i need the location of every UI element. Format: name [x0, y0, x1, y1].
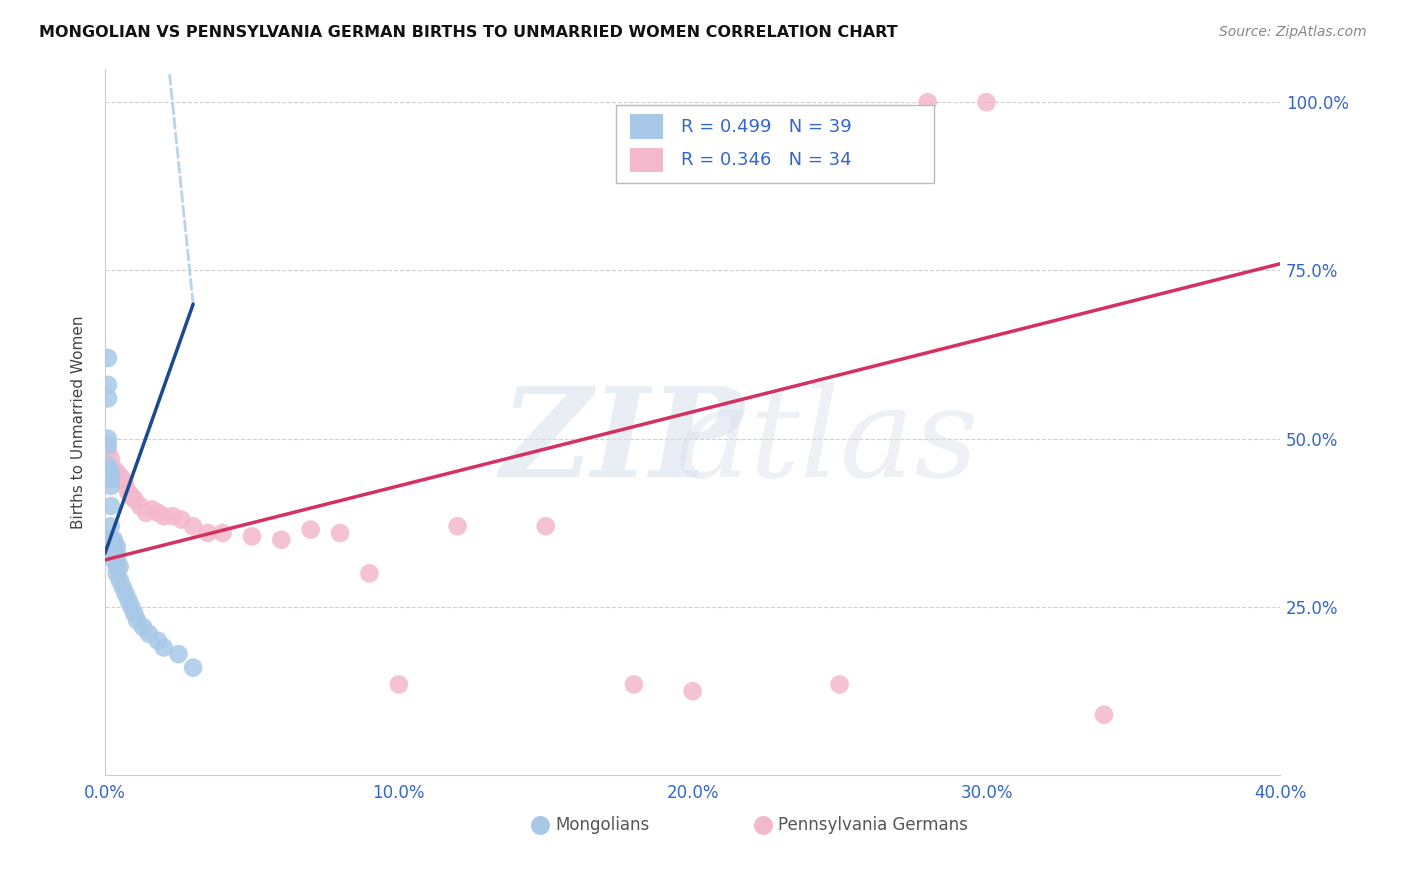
Point	[146, 506, 169, 520]
Text: MONGOLIAN VS PENNSYLVANIA GERMAN BIRTHS TO UNMARRIED WOMEN CORRELATION CHART: MONGOLIAN VS PENNSYLVANIA GERMAN BIRTHS …	[39, 25, 898, 40]
Point	[105, 566, 128, 581]
Point	[135, 506, 157, 520]
Point	[211, 526, 233, 541]
Point	[181, 519, 204, 533]
Point	[170, 512, 193, 526]
Point	[117, 593, 139, 607]
Point	[114, 479, 136, 493]
Point	[167, 647, 190, 661]
Point	[446, 519, 468, 533]
Point	[103, 540, 125, 554]
Point	[105, 546, 128, 560]
Point	[105, 553, 128, 567]
Point	[100, 533, 122, 547]
Point	[97, 392, 120, 406]
Text: Source: ZipAtlas.com: Source: ZipAtlas.com	[1219, 25, 1367, 39]
Point	[120, 489, 142, 503]
Point	[132, 620, 155, 634]
Point	[152, 509, 174, 524]
Point	[129, 499, 152, 513]
Point	[141, 502, 163, 516]
Point	[108, 573, 131, 587]
Text: R = 0.499   N = 39: R = 0.499 N = 39	[681, 118, 852, 136]
Point	[105, 466, 128, 480]
Point	[138, 627, 160, 641]
Point	[100, 472, 122, 486]
Point	[299, 523, 322, 537]
Point	[103, 546, 125, 560]
Point	[97, 445, 120, 459]
Point	[976, 95, 998, 110]
Point	[534, 519, 557, 533]
Point	[97, 351, 120, 365]
Point	[97, 458, 120, 473]
Text: atlas: atlas	[676, 383, 980, 504]
Point	[1181, 815, 1204, 830]
Text: Pennsylvania Germans: Pennsylvania Germans	[779, 816, 969, 834]
Point	[124, 492, 146, 507]
Point	[105, 559, 128, 574]
Point	[94, 533, 117, 547]
Y-axis label: Births to Unmarried Women: Births to Unmarried Women	[72, 315, 86, 529]
Point	[388, 677, 411, 691]
Point	[103, 462, 125, 476]
Point	[117, 485, 139, 500]
Point	[197, 526, 219, 541]
Point	[623, 677, 645, 691]
Point	[100, 452, 122, 467]
Point	[270, 533, 292, 547]
Point	[111, 580, 134, 594]
Point	[108, 559, 131, 574]
Point	[103, 553, 125, 567]
Point	[162, 509, 184, 524]
Text: Mongolians: Mongolians	[555, 816, 650, 834]
Point	[114, 586, 136, 600]
Point	[100, 499, 122, 513]
Text: ZIP: ZIP	[501, 383, 744, 504]
Point	[97, 438, 120, 452]
FancyBboxPatch shape	[616, 105, 934, 183]
Point	[100, 466, 122, 480]
Point	[108, 468, 131, 483]
Point	[917, 95, 939, 110]
Point	[94, 546, 117, 560]
Point	[105, 540, 128, 554]
Point	[1092, 707, 1115, 722]
Point	[828, 677, 851, 691]
Point	[120, 600, 142, 615]
Point	[103, 533, 125, 547]
Point	[682, 684, 704, 698]
Point	[359, 566, 381, 581]
Point	[240, 529, 263, 543]
Point	[127, 614, 149, 628]
Bar	[630, 148, 664, 172]
Point	[100, 519, 122, 533]
Point	[97, 377, 120, 392]
Point	[100, 479, 122, 493]
Point	[111, 472, 134, 486]
Text: R = 0.346   N = 34: R = 0.346 N = 34	[681, 151, 852, 169]
Point	[152, 640, 174, 655]
Point	[181, 660, 204, 674]
Point	[103, 540, 125, 554]
Point	[124, 607, 146, 621]
Point	[97, 432, 120, 446]
Bar	[630, 114, 664, 139]
Point	[97, 466, 120, 480]
Point	[329, 526, 352, 541]
Point	[146, 633, 169, 648]
